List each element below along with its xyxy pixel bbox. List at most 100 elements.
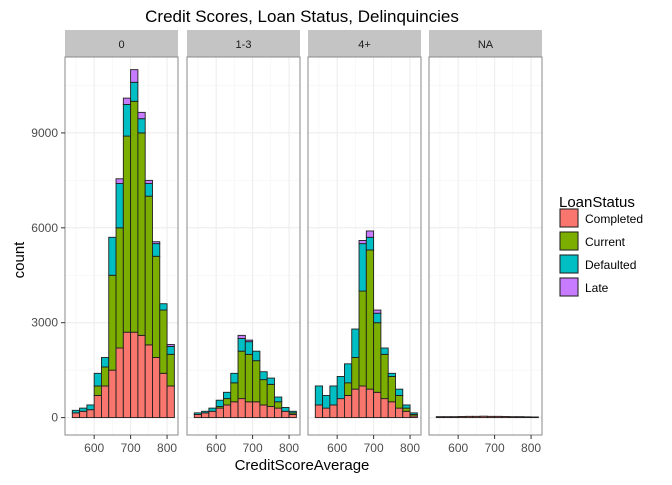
bar-current-770 [274, 401, 283, 409]
bar-late-750 [144, 179, 153, 184]
bar-defaulted-690 [244, 341, 254, 355]
legend-label-completed: Completed [585, 212, 643, 226]
bar-defaulted-810 [166, 345, 175, 355]
bar-completed-650 [351, 388, 360, 419]
bar-defaulted-670 [237, 338, 246, 352]
bar-current-710 [130, 100, 139, 333]
legend-swatch-current [559, 231, 579, 251]
bar-completed-750 [508, 416, 517, 419]
bar-current-750 [144, 195, 153, 346]
bar-completed-770 [395, 407, 404, 419]
bar-defaulted-730 [137, 118, 146, 134]
facet-panel-0: 0 600 700 800 [64, 30, 179, 455]
bar-late-690 [122, 97, 132, 105]
bar-late-810 [166, 344, 175, 347]
bar-defaulted-770 [152, 243, 161, 257]
bar-completed-750 [266, 406, 275, 419]
panel-border [186, 56, 301, 436]
bar-defaulted-690 [365, 236, 375, 251]
bar-defaulted-750 [144, 183, 153, 197]
bar-completed-610 [457, 416, 466, 419]
bar-completed-590 [450, 416, 459, 419]
facet-panel-4+: 4+ 600 700 800 [307, 30, 422, 455]
x-tick-label: 600 [448, 441, 468, 455]
bar-completed-650 [108, 369, 117, 419]
bar-completed-690 [122, 331, 132, 419]
bar-late-690 [365, 230, 375, 238]
bar-current-670 [115, 227, 124, 349]
x-tick-label: 700 [364, 441, 384, 455]
bar-defaulted-710 [130, 81, 139, 102]
bar-completed-790 [159, 372, 168, 419]
bar-completed-690 [244, 401, 254, 419]
legend-label-current: Current [585, 235, 626, 249]
bar-defaulted-770 [274, 396, 283, 403]
bar-completed-750 [144, 344, 153, 419]
bar-completed-570 [201, 412, 210, 419]
bar-current-710 [252, 360, 261, 403]
bar-completed-710 [373, 391, 382, 419]
legend-label-late: Late [585, 281, 609, 295]
bar-defaulted-670 [115, 183, 124, 229]
bar-completed-590 [208, 410, 217, 419]
bar-current-770 [395, 395, 404, 409]
bar-completed-590 [329, 404, 338, 419]
legend-swatch-defaulted [559, 254, 579, 274]
bar-completed-550 [193, 413, 203, 419]
bar-late-710 [130, 69, 139, 83]
bar-defaulted-790 [159, 303, 168, 311]
bar-late-730 [137, 111, 146, 120]
bar-defaulted-710 [373, 312, 382, 324]
bar-current-690 [122, 135, 132, 333]
legend: LoanStatus Completed Current Defaulted Late [559, 194, 643, 297]
bar-completed-590 [86, 409, 95, 419]
bar-defaulted-610 [215, 399, 224, 407]
bar-defaulted-790 [281, 407, 290, 412]
bar-current-650 [351, 357, 360, 390]
x-tick-label: 600 [327, 441, 347, 455]
bar-current-670 [358, 290, 367, 387]
facet-panel-NA: NA 600 700 800 [428, 30, 543, 455]
bar-defaulted-810 [288, 410, 297, 414]
bar-defaulted-630 [344, 363, 353, 384]
bar-current-750 [387, 376, 396, 403]
x-tick-label: 700 [121, 441, 141, 455]
bar-completed-570 [79, 410, 88, 419]
bar-completed-770 [274, 407, 283, 419]
legend-label-defaulted: Defaulted [585, 258, 636, 272]
bar-completed-730 [501, 416, 510, 419]
bar-completed-570 [322, 407, 331, 419]
x-axis-label: CreditScoreAverage [235, 457, 370, 474]
chart-title: Credit Scores, Loan Status, Delinquincie… [145, 7, 459, 26]
bar-defaulted-730 [380, 347, 389, 355]
bar-current-670 [237, 350, 246, 400]
bar-defaulted-750 [266, 377, 275, 385]
y-axis-label: count [11, 241, 28, 279]
facet-strip [308, 30, 421, 57]
x-tick-label: 800 [521, 441, 541, 455]
facet-strip [187, 30, 300, 57]
bar-defaulted-690 [122, 103, 132, 137]
bar-current-730 [259, 379, 268, 406]
bar-current-790 [159, 309, 168, 374]
bar-current-730 [137, 132, 146, 336]
x-tick-label: 600 [84, 441, 104, 455]
bar-current-630 [344, 382, 353, 396]
bar-completed-650 [230, 401, 239, 419]
bar-completed-630 [344, 395, 353, 419]
bar-completed-630 [101, 385, 110, 419]
bar-defaulted-750 [387, 372, 396, 377]
legend-swatch-completed [559, 208, 579, 228]
bar-defaulted-790 [402, 404, 411, 409]
bar-defaulted-570 [322, 395, 331, 409]
bar-current-770 [152, 255, 161, 358]
bar-current-690 [244, 353, 254, 403]
bar-completed-710 [494, 415, 503, 419]
bar-current-730 [380, 353, 389, 400]
bar-completed-690 [486, 415, 496, 419]
x-tick-label: 800 [279, 441, 299, 455]
bar-completed-630 [223, 404, 232, 419]
bar-defaulted-770 [395, 388, 404, 396]
bar-current-690 [365, 249, 375, 390]
